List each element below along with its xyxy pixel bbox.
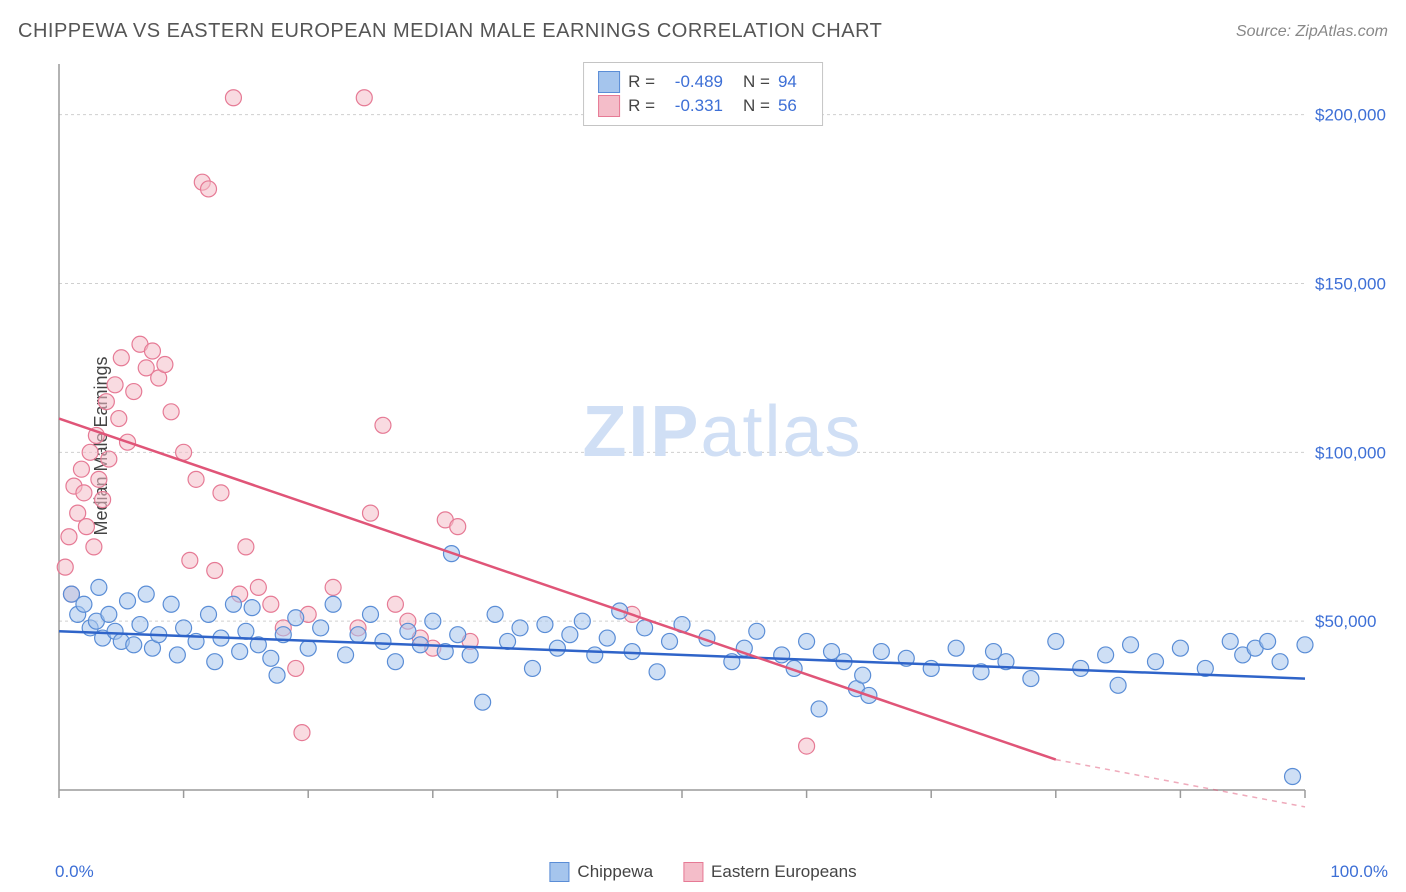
legend-item-2: Eastern Europeans: [683, 862, 857, 882]
series2-legend-swatch-icon: [683, 862, 703, 882]
series2-n-value: 56: [778, 96, 808, 116]
stats-row-2: R = -0.331 N = 56: [598, 95, 808, 117]
series1-points: [63, 546, 1313, 785]
r-label: R =: [628, 96, 655, 116]
svg-text:$50,000: $50,000: [1315, 612, 1376, 631]
chart-area: $50,000$100,000$150,000$200,000 ZIPatlas: [55, 60, 1390, 820]
y-tick-labels: $50,000 $100,000 $150,000 $200,000: [1315, 106, 1386, 632]
chart-title: CHIPPEWA VS EASTERN EUROPEAN MEDIAN MALE…: [18, 20, 882, 43]
scatter-plot: $50,000 $100,000 $150,000 $200,000: [55, 60, 1390, 820]
r-label: R =: [628, 72, 655, 92]
series1-legend-swatch-icon: [549, 862, 569, 882]
series1-n-value: 94: [778, 72, 808, 92]
series2-r-value: -0.331: [663, 96, 723, 116]
series1-swatch-icon: [598, 71, 620, 93]
svg-text:$150,000: $150,000: [1315, 274, 1386, 293]
stats-legend-box: R = -0.489 N = 94 R = -0.331 N = 56: [583, 62, 823, 126]
x-axis-min-label: 0.0%: [55, 862, 94, 882]
series2-swatch-icon: [598, 95, 620, 117]
x-axis-max-label: 100.0%: [1330, 862, 1388, 882]
series1-legend-label: Chippewa: [577, 862, 653, 882]
bottom-legend: Chippewa Eastern Europeans: [549, 862, 856, 882]
n-label: N =: [743, 72, 770, 92]
n-label: N =: [743, 96, 770, 116]
stats-row-1: R = -0.489 N = 94: [598, 71, 808, 93]
series2-legend-label: Eastern Europeans: [711, 862, 857, 882]
svg-text:$100,000: $100,000: [1315, 443, 1386, 462]
source-label: Source: ZipAtlas.com: [1236, 23, 1388, 41]
series1-r-value: -0.489: [663, 72, 723, 92]
legend-item-1: Chippewa: [549, 862, 653, 882]
svg-text:$200,000: $200,000: [1315, 106, 1386, 125]
